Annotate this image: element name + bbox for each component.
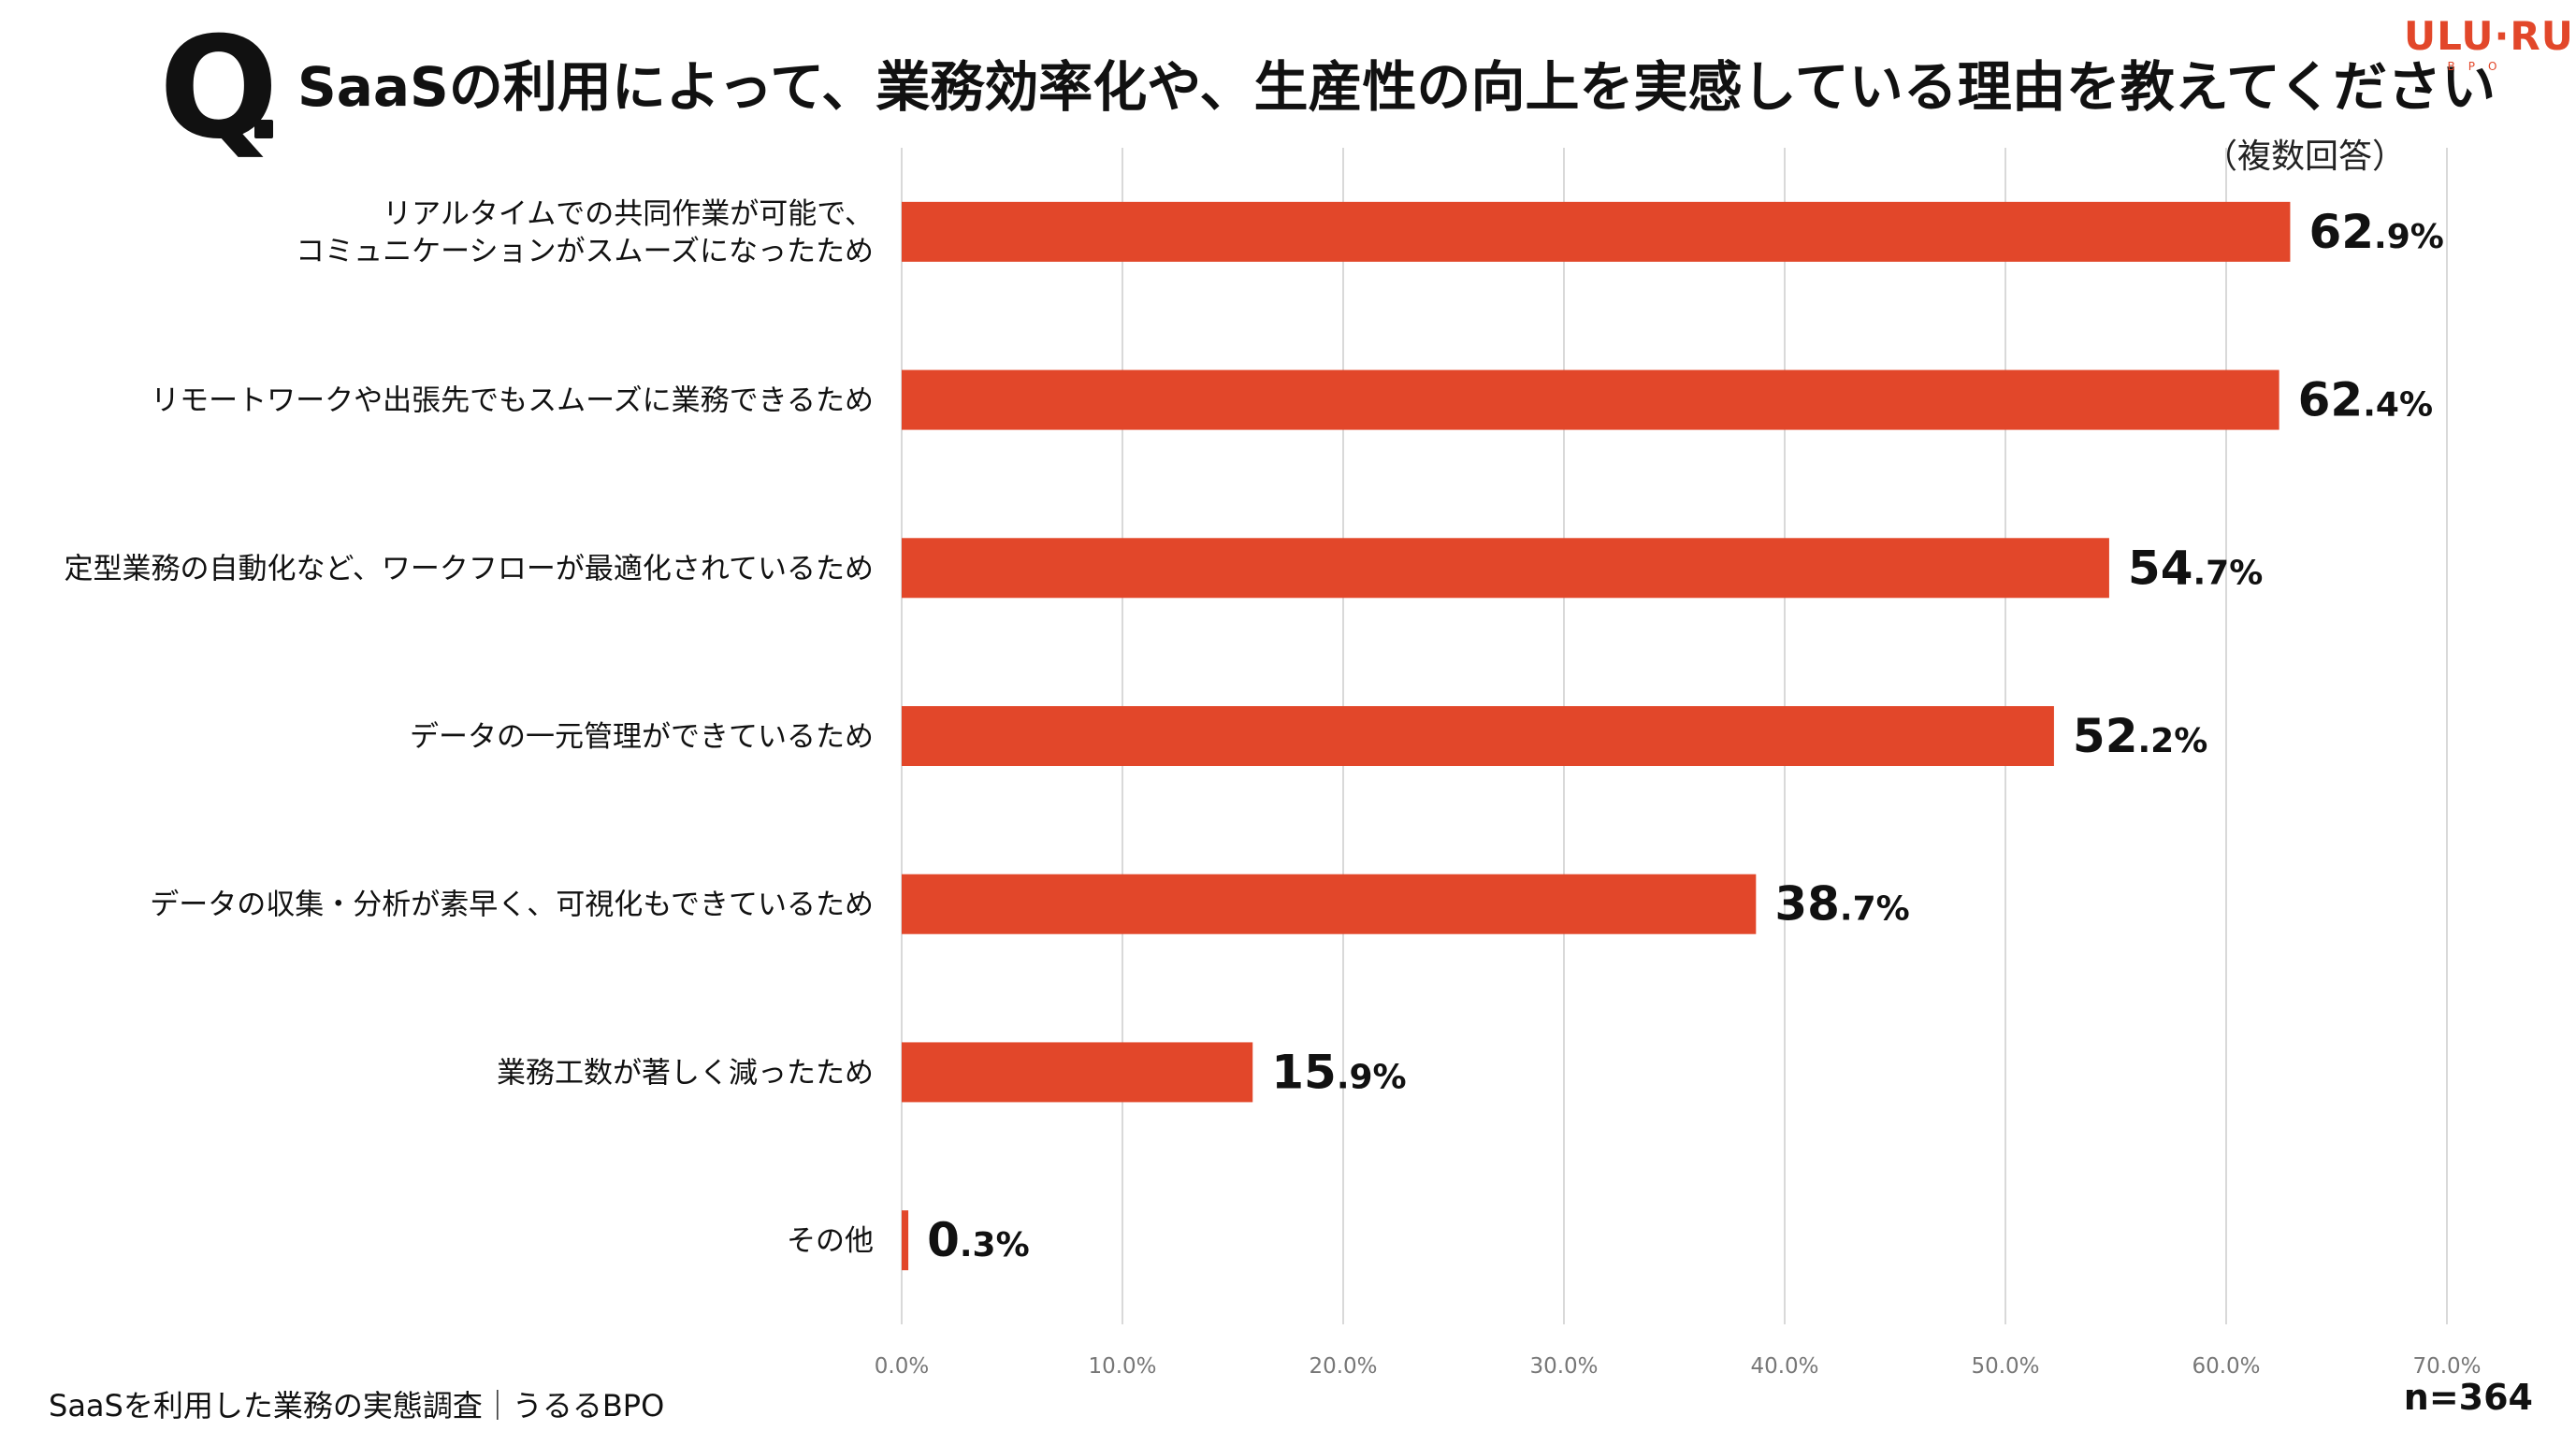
bar: [902, 1042, 1253, 1103]
value-label: 62.9%: [2308, 205, 2443, 259]
value-label: 62.4%: [2298, 373, 2433, 427]
category-label: データの一元管理ができているため: [410, 720, 874, 754]
logo-main-text: ULU·RU: [2404, 13, 2574, 59]
x-tick-label: 0.0%: [875, 1354, 929, 1379]
x-tick-label: 50.0%: [1971, 1354, 2039, 1379]
sample-size: n=364: [2403, 1377, 2533, 1418]
bar: [902, 538, 2109, 599]
category-label: リアルタイムでの共同作業が可能で、コミュニケーションがスムーズになったため: [296, 197, 874, 268]
value-label: 15.9%: [1271, 1045, 1406, 1099]
chart-title: SaaSの利用によって、業務効率化や、生産性の向上を実感している理由を教えてくだ…: [297, 55, 2496, 119]
logo-sub-text: BPO: [2447, 60, 2511, 73]
multiple-answer-note: （複数回答）: [2203, 137, 2406, 176]
x-tick-label: 40.0%: [1750, 1354, 1818, 1379]
x-tick-label: 10.0%: [1088, 1354, 1156, 1379]
category-label: データの収集・分析が素早く、可視化もできているため: [150, 889, 874, 922]
value-label: 38.7%: [1774, 877, 1909, 932]
uluru-bpo-logo: ULU·RU BPO: [2404, 13, 2574, 74]
bar: [902, 706, 2054, 766]
category-label: 定型業務の自動化など、ワークフローが最適化されているため: [64, 552, 874, 585]
survey-source: SaaSを利用した業務の実態調査｜うるるBPO: [49, 1388, 665, 1423]
bar: [902, 369, 2279, 430]
x-tick-label: 60.0%: [2192, 1354, 2260, 1379]
bar: [902, 874, 1757, 934]
x-tick-label: 70.0%: [2412, 1354, 2481, 1379]
category-label: その他: [787, 1224, 874, 1258]
category-label: リモートワークや出張先でもスムーズに業務できるため: [151, 384, 874, 418]
x-tick-label: 30.0%: [1529, 1354, 1598, 1379]
value-label: 54.7%: [2128, 541, 2263, 595]
bar: [902, 201, 2291, 262]
value-label: 52.2%: [2073, 709, 2207, 763]
value-label: 0.3%: [927, 1213, 1030, 1267]
x-tick-label: 20.0%: [1309, 1354, 1377, 1379]
bar: [902, 1210, 909, 1271]
category-label: 業務工数が著しく減ったため: [497, 1056, 874, 1090]
question-mark-dot: [254, 120, 273, 138]
